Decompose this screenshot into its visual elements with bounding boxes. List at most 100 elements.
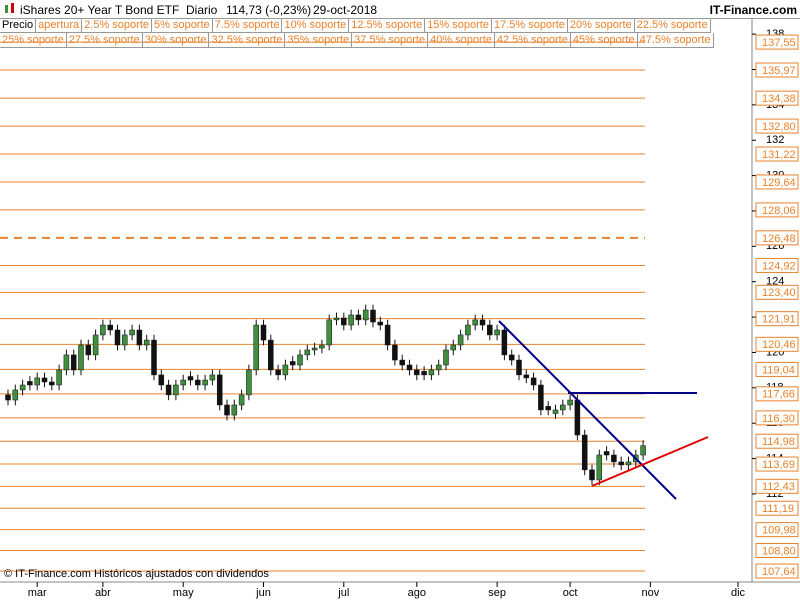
candle-body [377, 321, 384, 326]
candle-body [136, 329, 143, 346]
date: 29-oct-2018 [313, 3, 378, 17]
legend-item: Precio [0, 18, 37, 33]
level-label: 129,64 [762, 177, 796, 189]
candle-body [158, 374, 165, 386]
candle-body [195, 379, 201, 386]
candle-body [34, 377, 40, 386]
level-label: 121,91 [762, 314, 796, 326]
candle-body [523, 374, 530, 379]
candle-body [107, 324, 113, 331]
level-label: 132,80 [762, 121, 796, 133]
candle-body [603, 451, 610, 456]
level-label: 109,98 [762, 525, 796, 537]
x-tick-label: may [173, 587, 194, 599]
legend-item: 30% soporte [142, 33, 210, 48]
candle-body [297, 354, 303, 366]
legend-item: 5% soporte [152, 18, 213, 33]
trend-line [591, 436, 709, 487]
level-label-box [755, 34, 799, 50]
candle-body [406, 364, 413, 371]
candle-body [100, 324, 106, 336]
level-label-box [755, 500, 799, 516]
level-label-box [755, 118, 799, 134]
level-label-box [755, 456, 799, 472]
x-tick-label: abr [95, 587, 111, 599]
candle-body [472, 319, 478, 326]
legend-item: 35% soporte [285, 33, 353, 48]
level-label: 107,64 [762, 566, 796, 578]
level-label-box [755, 336, 799, 352]
candle-body [253, 324, 259, 371]
level-label-box [755, 174, 799, 190]
candle-body [435, 364, 442, 371]
candle-body [63, 354, 70, 371]
candle-body [370, 309, 376, 323]
level-label: 131,22 [762, 149, 796, 161]
candle-body [268, 339, 274, 371]
level-label-box [755, 146, 799, 162]
legend-item: 45% soporte [570, 33, 638, 48]
candle-body [545, 406, 551, 411]
legend-item: 2.5% soporte [82, 18, 152, 33]
level-label-box [755, 386, 799, 402]
legend-item: 25% soporte [0, 33, 67, 48]
level-label-box [755, 361, 799, 377]
candle-body [443, 349, 449, 366]
level-label-box [755, 202, 799, 218]
level-label-box [755, 563, 799, 579]
legend-item: 42.5% soporte [494, 33, 571, 48]
candle-body [289, 361, 296, 366]
candle-body [260, 324, 267, 341]
title: iShares 20+ Year T Bond ETF [20, 3, 180, 17]
candle-body [355, 314, 362, 321]
x-tick-label: jul [337, 587, 349, 599]
x-tick-label: ago [408, 587, 426, 599]
candle-body [567, 399, 573, 406]
candle-body [538, 384, 544, 411]
level-label: 114,98 [762, 436, 795, 448]
level-label: 116,30 [762, 413, 795, 425]
candle-body [611, 454, 617, 463]
level-label: 113,69 [762, 459, 795, 471]
candle-body [41, 377, 48, 383]
candle-body [501, 329, 508, 356]
candle-body [618, 461, 624, 466]
candle-body [348, 314, 354, 326]
level-label: 117,66 [762, 389, 795, 401]
candle-body [304, 349, 311, 356]
candle-body [311, 347, 318, 351]
candle-body [494, 329, 500, 336]
candle-body [516, 359, 522, 376]
level-label: 135,97 [762, 65, 796, 77]
legend-item: 40% soporte [428, 33, 495, 48]
candle-body [428, 369, 435, 376]
candle-body [487, 324, 493, 336]
legend-item: 20% soporte [567, 18, 635, 33]
candle-body [180, 379, 186, 386]
candle-body [209, 374, 216, 381]
candle-body [421, 371, 427, 376]
candle-body [216, 374, 223, 406]
candle-body [457, 334, 464, 346]
level-label-box [755, 410, 799, 426]
candle-body [589, 469, 595, 481]
level-label-box [755, 90, 799, 106]
period: Diario [186, 3, 218, 17]
candle-body [384, 324, 391, 346]
x-tick-label: oct [563, 587, 578, 599]
candle-body [56, 369, 62, 386]
y-tick-label: 132 [766, 134, 784, 146]
legend-item: 10% soporte [282, 18, 350, 33]
icon [5, 3, 14, 13]
candle-body [392, 344, 398, 361]
level-label: 111,19 [762, 503, 794, 515]
legend-item: 7.5% soporte [212, 18, 283, 33]
level-label-box [755, 284, 799, 300]
candle-body [92, 334, 99, 356]
candle-body [596, 454, 603, 481]
candle-body [552, 409, 559, 414]
candle-body [165, 384, 172, 396]
level-label-box [755, 522, 799, 538]
y-tick-label: 124 [766, 276, 784, 288]
level-label: 124,92 [762, 260, 796, 272]
